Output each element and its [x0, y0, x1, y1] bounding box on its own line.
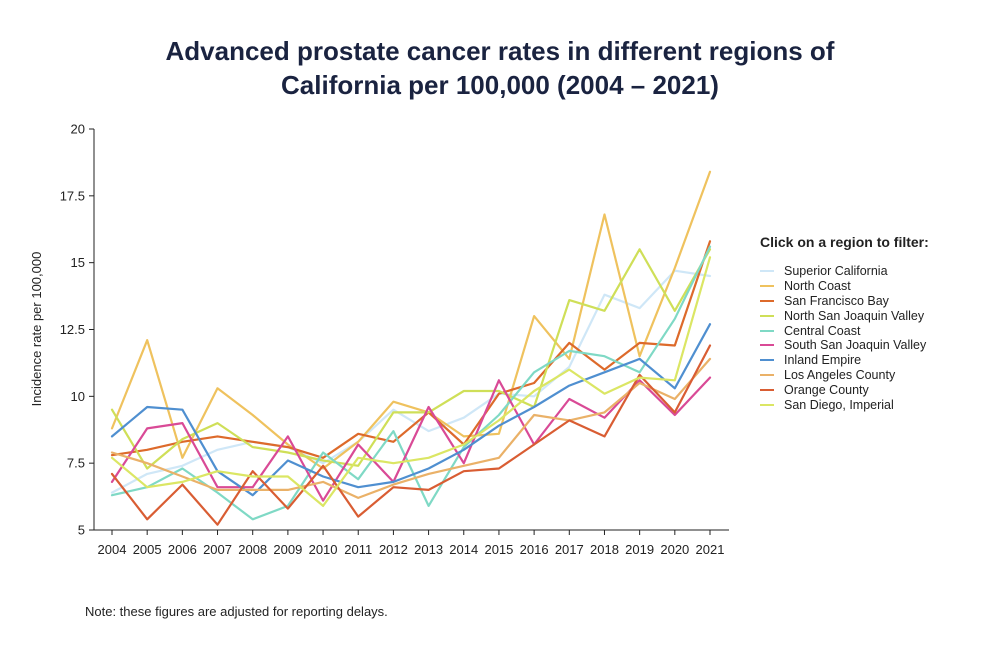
- series-lines[interactable]: [110, 170, 712, 526]
- legend-items: Superior California North Coast San Franci…: [760, 264, 995, 412]
- legend-label: San Francisco Bay: [784, 293, 889, 308]
- x-tick-label: 2014: [449, 542, 478, 557]
- y-tick-label: 7.5: [67, 456, 85, 471]
- legend-swatch: [760, 344, 774, 347]
- legend-swatch: [760, 329, 774, 332]
- legend-item-superior-california[interactable]: Superior California: [760, 264, 995, 279]
- y-axis: 5 7.5 10 12.5 15 17.5 20: [60, 122, 95, 538]
- legend-item-san-francisco-bay[interactable]: San Francisco Bay: [760, 294, 995, 309]
- legend-item-orange-county[interactable]: Orange County: [760, 382, 995, 397]
- legend-swatch: [760, 270, 774, 273]
- x-tick-label: 2020: [660, 542, 689, 557]
- series-line-inland-empire[interactable]: [110, 323, 712, 497]
- y-tick-label: 15: [71, 255, 85, 270]
- series-line-superior-california[interactable]: [110, 269, 712, 494]
- chart-title: Advanced prostate cancer rates in differ…: [0, 34, 1000, 102]
- legend-swatch: [760, 314, 774, 317]
- series-line-san-diego-imperial[interactable]: [110, 256, 712, 507]
- x-tick-label: 2017: [555, 542, 584, 557]
- legend-swatch: [760, 285, 774, 288]
- legend-item-north-coast[interactable]: North Coast: [760, 279, 995, 294]
- legend-swatch: [760, 359, 774, 362]
- x-tick-label: 2016: [520, 542, 549, 557]
- series-line-south-san-joaquin-valley[interactable]: [110, 376, 712, 502]
- x-tick-label: 2008: [238, 542, 267, 557]
- x-tick-label: 2021: [696, 542, 725, 557]
- legend-label: North Coast: [784, 279, 851, 294]
- legend-label: South San Joaquin Valley: [784, 338, 927, 353]
- x-tick-label: 2013: [414, 542, 443, 557]
- x-axis: 2004 2005 2006 2007 2008 2009 2010 2011 2012 2013…: [94, 529, 729, 557]
- legend-swatch: [760, 403, 774, 406]
- x-tick-label: 2019: [625, 542, 654, 557]
- legend-swatch: [760, 388, 774, 391]
- series-line-north-coast[interactable]: [110, 170, 712, 470]
- series-line-north-san-joaquin-valley[interactable]: [110, 248, 712, 470]
- chart-title-line-1: Advanced prostate cancer rates in differ…: [165, 36, 835, 66]
- legend-item-los-angeles-county[interactable]: Los Angeles County: [760, 368, 995, 383]
- legend-label: San Diego, Imperial: [784, 397, 894, 412]
- x-tick-label: 2012: [379, 542, 408, 557]
- series-line-los-angeles-county[interactable]: [110, 357, 712, 499]
- legend-label: North San Joaquin Valley: [784, 308, 925, 323]
- legend-swatch: [760, 299, 774, 302]
- series-line-san-francisco-bay[interactable]: [110, 240, 712, 459]
- legend-label: Central Coast: [784, 323, 861, 338]
- x-tick-label: 2005: [133, 542, 162, 557]
- legend-item-south-san-joaquin-valley[interactable]: South San Joaquin Valley: [760, 338, 995, 353]
- x-tick-label: 2006: [168, 542, 197, 557]
- legend-label: Orange County: [784, 382, 869, 397]
- x-tick-label: 2010: [309, 542, 338, 557]
- legend-label: Superior California: [784, 264, 888, 279]
- legend-item-north-san-joaquin-valley[interactable]: North San Joaquin Valley: [760, 308, 995, 323]
- legend-label: Inland Empire: [784, 353, 862, 368]
- legend-swatch: [760, 373, 774, 376]
- y-tick-label: 12.5: [60, 322, 85, 337]
- x-tick-label: 2011: [344, 542, 372, 557]
- legend-title: Click on a region to filter:: [760, 234, 929, 250]
- legend-item-central-coast[interactable]: Central Coast: [760, 323, 995, 338]
- legend-label: Los Angeles County: [784, 367, 896, 382]
- chart-title-line-2: California per 100,000 (2004 – 2021): [281, 70, 719, 100]
- x-tick-label: 2007: [203, 542, 232, 557]
- footnote: Note: these figures are adjusted for rep…: [85, 604, 388, 619]
- y-tick-label: 5: [78, 523, 85, 538]
- y-tick-label: 17.5: [60, 188, 85, 203]
- y-axis-label: Incidence rate per 100,000: [29, 252, 44, 407]
- legend: Click on a region to filter: Superior Ca…: [760, 234, 995, 412]
- y-tick-label: 20: [71, 122, 85, 137]
- x-tick-label: 2015: [484, 542, 513, 557]
- y-tick-label: 10: [71, 389, 85, 404]
- x-tick-label: 2018: [590, 542, 619, 557]
- x-tick-label: 2009: [273, 542, 302, 557]
- series-line-orange-county[interactable]: [110, 344, 712, 526]
- legend-item-inland-empire[interactable]: Inland Empire: [760, 353, 995, 368]
- legend-item-san-diego-imperial[interactable]: San Diego, Imperial: [760, 397, 995, 412]
- x-tick-label: 2004: [98, 542, 127, 557]
